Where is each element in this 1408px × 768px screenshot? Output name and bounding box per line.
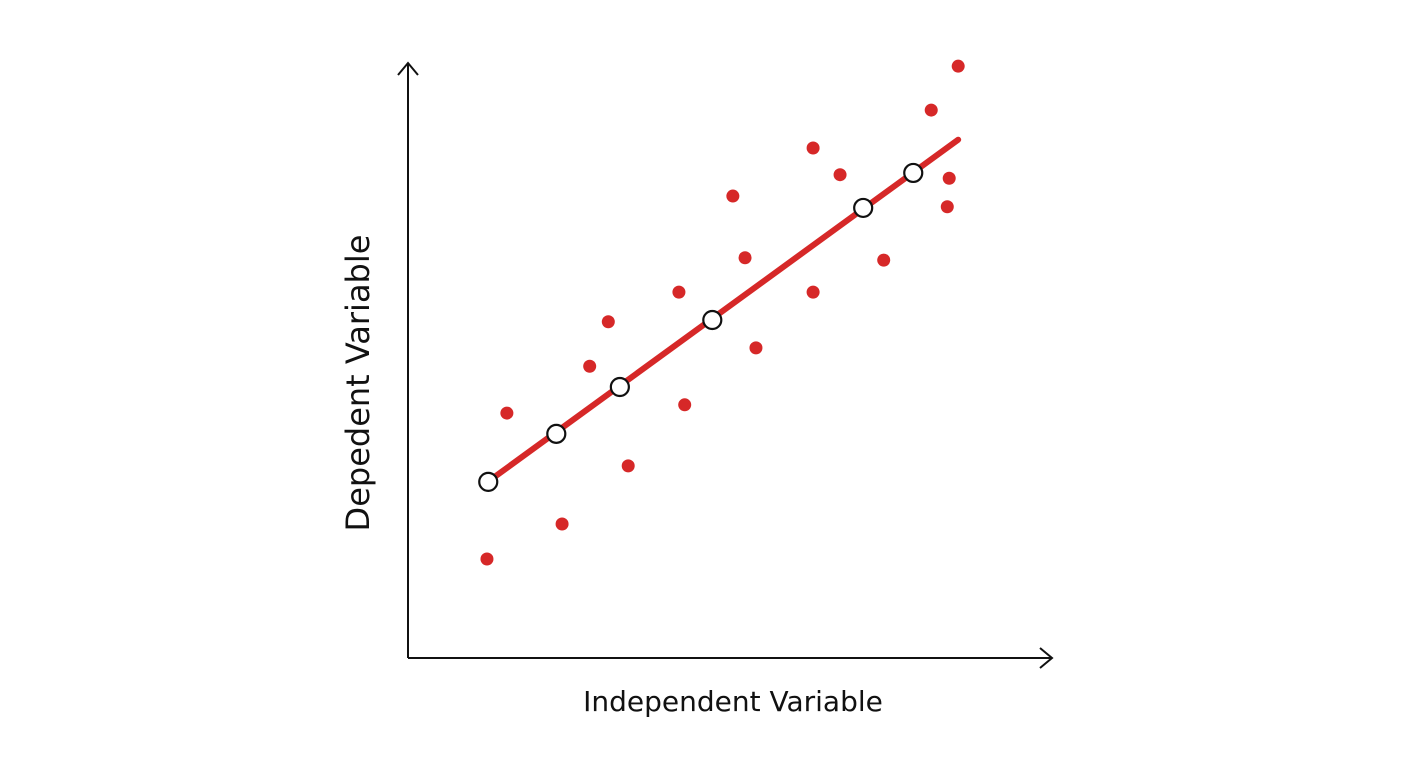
- data-point: [942, 171, 956, 185]
- data-point: [583, 359, 597, 373]
- data-point: [738, 251, 752, 265]
- data-point: [877, 253, 891, 267]
- data-point: [806, 285, 820, 299]
- data-point: [555, 517, 569, 531]
- data-point: [678, 398, 692, 412]
- fitted-point: [702, 309, 723, 331]
- data-point: [480, 552, 494, 566]
- data-point: [924, 103, 938, 117]
- data-point: [726, 189, 740, 203]
- data-point: [951, 59, 965, 73]
- fitted-point: [903, 162, 924, 184]
- data-point: [940, 200, 954, 214]
- y-axis-label: Depedent Variable: [339, 235, 377, 532]
- fitted-point: [546, 423, 567, 444]
- x-axis-label: Independent Variable: [583, 685, 883, 718]
- fitted-point: [609, 376, 630, 398]
- y-axis: [397, 61, 419, 658]
- fit-line: [487, 136, 962, 484]
- data-point: [749, 341, 763, 355]
- fitted-point: [478, 471, 499, 492]
- data-point: [601, 315, 615, 329]
- data-point: [806, 141, 820, 155]
- x-axis: [408, 647, 1054, 669]
- data-point: [672, 285, 686, 299]
- data-point: [833, 168, 847, 182]
- data-point: [500, 406, 514, 420]
- fitted-point: [853, 197, 874, 219]
- data-point: [621, 459, 635, 473]
